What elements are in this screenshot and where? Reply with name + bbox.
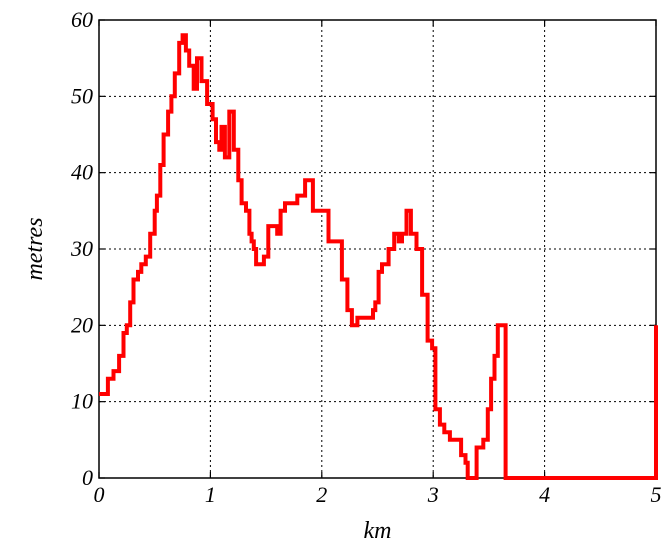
y-tick-label: 10: [71, 389, 93, 414]
y-tick-labels: 0 10 20 30 40 50 60: [70, 7, 93, 490]
y-tick-label: 20: [71, 312, 93, 337]
y-tick-label: 40: [71, 160, 93, 185]
y-tick-label: 30: [70, 236, 93, 261]
x-tick-label: 1: [205, 482, 216, 507]
y-tick-label: 0: [82, 465, 93, 490]
grid: [99, 20, 656, 478]
elevation-series-line: [99, 33, 658, 480]
y-tick-label: 60: [71, 7, 93, 32]
x-tick-label: 5: [651, 482, 662, 507]
y-axis-label: metres: [22, 217, 48, 280]
ticks: [98, 19, 657, 479]
x-tick-label: 0: [94, 482, 105, 507]
y-tick-label: 50: [71, 83, 93, 108]
plot-frame: [98, 19, 657, 479]
x-tick-label: 3: [427, 482, 439, 507]
x-axis-label: km: [364, 518, 392, 544]
x-tick-label: 2: [316, 482, 327, 507]
x-tick-labels: 0 1 2 3 4 5: [94, 482, 662, 507]
x-tick-label: 4: [539, 482, 550, 507]
